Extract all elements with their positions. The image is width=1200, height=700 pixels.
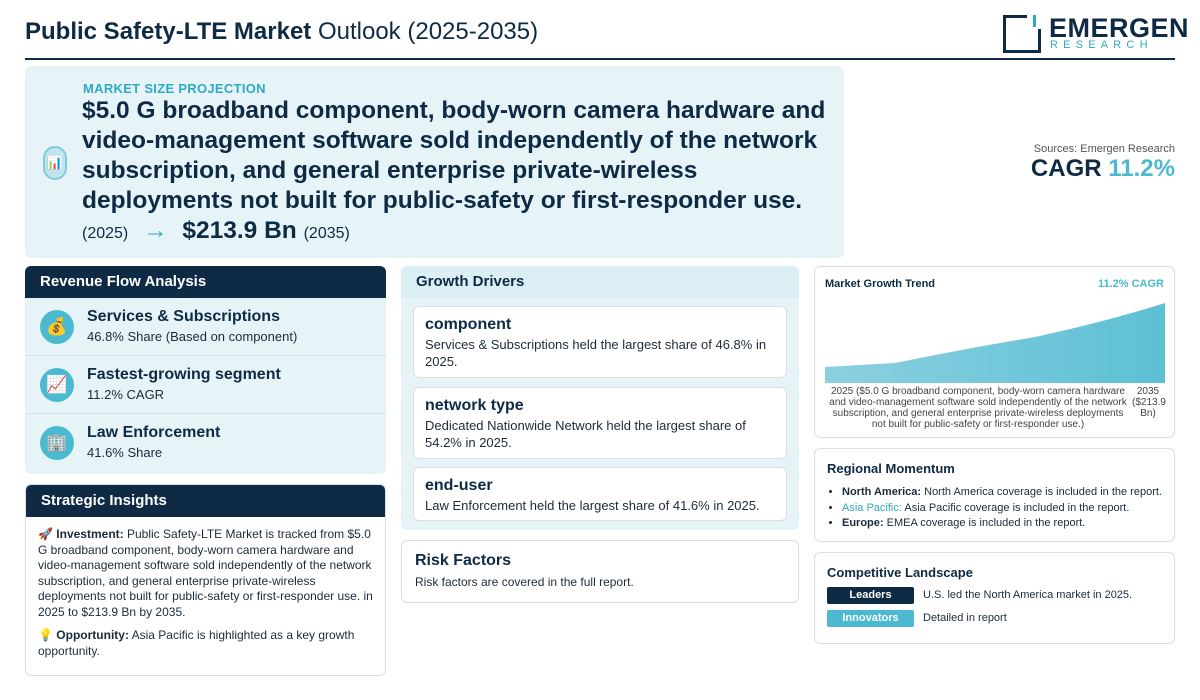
competitive-landscape-title: Competitive Landscape bbox=[827, 565, 973, 580]
logo-main-text: EMERGEN bbox=[1049, 13, 1190, 43]
strategic-insights-card: Strategic Insights 🚀 Investment: Public … bbox=[25, 484, 386, 676]
revenue-item-sub: 41.6% Share bbox=[87, 445, 163, 460]
driver-item: end-user Law Enforcement held the larges… bbox=[413, 467, 787, 521]
risk-factors-text: Risk factors are covered in the full rep… bbox=[415, 575, 634, 589]
investment-insight: 🚀 Investment: Public Safety-LTE Market i… bbox=[38, 527, 373, 620]
rocket-icon: 🚀 bbox=[38, 527, 53, 541]
region-list: North America: North America coverage is… bbox=[842, 485, 1162, 532]
growth-drivers-card: Growth Drivers component Services & Subs… bbox=[401, 266, 799, 530]
hero-projection: $5.0 G broadband component, body-worn ca… bbox=[82, 96, 832, 249]
trend-start-label: 2025 ($5.0 G broadband component, body-w… bbox=[829, 386, 1127, 430]
region-text: North America coverage is included in th… bbox=[924, 486, 1162, 498]
region-item: North America: North America coverage is… bbox=[842, 485, 1162, 501]
driver-text: Law Enforcement held the largest share o… bbox=[425, 498, 760, 513]
market-growth-trend-card: Market Growth Trend 11.2% CAGR 2025 ($5.… bbox=[814, 266, 1175, 438]
revenue-item-title: Fastest-growing segment bbox=[87, 366, 281, 383]
arrow-right-icon: → bbox=[143, 217, 168, 244]
logo-mark-icon bbox=[1003, 15, 1041, 53]
driver-text: Dedicated Nationwide Network held the la… bbox=[425, 418, 746, 450]
driver-title: end-user bbox=[425, 477, 493, 494]
strategic-insights-body: 🚀 Investment: Public Safety-LTE Market i… bbox=[26, 517, 385, 659]
strategic-insights-title: Strategic Insights bbox=[26, 485, 385, 517]
region-text: EMEA coverage is included in the report. bbox=[886, 517, 1086, 529]
driver-title: component bbox=[425, 316, 512, 333]
revenue-item-sub: 11.2% CAGR bbox=[87, 387, 165, 402]
trend-cagr: 11.2% CAGR bbox=[1097, 278, 1164, 290]
region-name: Europe: bbox=[842, 517, 884, 529]
revenue-item-sub: 46.8% Share (Based on component) bbox=[87, 329, 298, 344]
regional-momentum-card: Regional Momentum North America: North A… bbox=[814, 448, 1175, 542]
hero-start-year: (2025) bbox=[82, 225, 129, 242]
revenue-item-title: Services & Subscriptions bbox=[87, 308, 280, 325]
bar-chart-icon: 📊 bbox=[43, 146, 67, 180]
driver-item: component Services & Subscriptions held … bbox=[413, 306, 787, 378]
region-name: North America: bbox=[842, 486, 922, 498]
money-bag-icon: 💰 bbox=[40, 310, 74, 344]
logo-sub-text: RESEARCH bbox=[1050, 39, 1153, 51]
trend-chart-icon: 📈 bbox=[40, 368, 74, 402]
cagr-value: 11.2% bbox=[1108, 155, 1175, 182]
revenue-item: 🏢 Law Enforcement 41.6% Share bbox=[25, 414, 386, 472]
region-item: Europe: EMEA coverage is included in the… bbox=[842, 516, 1162, 532]
hero-end-value: $213.9 Bn bbox=[182, 217, 297, 244]
risk-factors-card: Risk Factors Risk factors are covered in… bbox=[401, 540, 799, 603]
region-name: Asia Pacific: bbox=[842, 501, 902, 514]
cagr-label: CAGR bbox=[1030, 155, 1102, 182]
hero-start-value: $5.0 G broadband component, body-worn ca… bbox=[82, 97, 826, 214]
source-note: Sources: Emergen Research bbox=[1033, 143, 1175, 155]
growth-area-chart bbox=[825, 303, 1165, 383]
title-bold: Public Safety-LTE Market bbox=[25, 18, 312, 45]
driver-title: network type bbox=[425, 397, 524, 414]
regional-momentum-title: Regional Momentum bbox=[827, 461, 955, 476]
title-rest: Outlook (2025-2035) bbox=[317, 18, 539, 45]
growth-drivers-title: Growth Drivers bbox=[401, 266, 799, 298]
opportunity-insight: 💡 Opportunity: Asia Pacific is highlight… bbox=[38, 628, 373, 659]
driver-text: Services & Subscriptions held the larges… bbox=[425, 337, 767, 369]
revenue-flow-title: Revenue Flow Analysis bbox=[25, 266, 386, 298]
opportunity-text: Asia Pacific is highlighted as a key gro… bbox=[38, 628, 355, 658]
driver-item: network type Dedicated Nationwide Networ… bbox=[413, 387, 787, 459]
hero-kicker: MARKET SIZE PROJECTION bbox=[83, 81, 266, 96]
revenue-flow-card: Revenue Flow Analysis 💰 Services & Subsc… bbox=[25, 266, 386, 474]
innovators-badge: Innovators bbox=[827, 610, 914, 627]
emergen-logo: EMERGEN RESEARCH bbox=[1003, 13, 1189, 53]
revenue-item: 📈 Fastest-growing segment 11.2% CAGR bbox=[25, 356, 386, 414]
trend-end-label: 2035 ($213.9 Bn) bbox=[1132, 386, 1166, 419]
header: Public Safety-LTE Market Outlook (2025-2… bbox=[25, 10, 1189, 60]
trend-title: Market Growth Trend bbox=[825, 278, 936, 290]
cagr-headline: CAGR 11.2% bbox=[1031, 155, 1175, 183]
investment-label: Investment: bbox=[56, 527, 124, 541]
revenue-item-title: Law Enforcement bbox=[87, 424, 221, 441]
leaders-badge: Leaders bbox=[827, 587, 914, 604]
leaders-text: U.S. led the North America market in 202… bbox=[923, 589, 1133, 601]
page-title: Public Safety-LTE Market Outlook (2025-2… bbox=[25, 18, 538, 46]
revenue-item: 💰 Services & Subscriptions 46.8% Share (… bbox=[25, 298, 386, 356]
opportunity-label: Opportunity: bbox=[56, 628, 129, 642]
lightbulb-icon: 💡 bbox=[38, 628, 53, 642]
investment-text: Public Safety-LTE Market is tracked from… bbox=[38, 527, 373, 619]
competitive-landscape-card: Competitive Landscape Leaders U.S. led t… bbox=[814, 552, 1175, 644]
innovators-text: Detailed in report bbox=[923, 612, 1007, 624]
hero-end-year: (2035) bbox=[303, 225, 350, 242]
region-item: Asia Pacific: Asia Pacific coverage is i… bbox=[842, 501, 1162, 517]
region-text: Asia Pacific coverage is included in the… bbox=[904, 501, 1130, 514]
growth-area bbox=[825, 303, 1165, 383]
risk-factors-title: Risk Factors bbox=[415, 552, 512, 569]
building-icon: 🏢 bbox=[40, 426, 74, 460]
market-size-panel: 📊 MARKET SIZE PROJECTION $5.0 G broadban… bbox=[25, 66, 844, 258]
